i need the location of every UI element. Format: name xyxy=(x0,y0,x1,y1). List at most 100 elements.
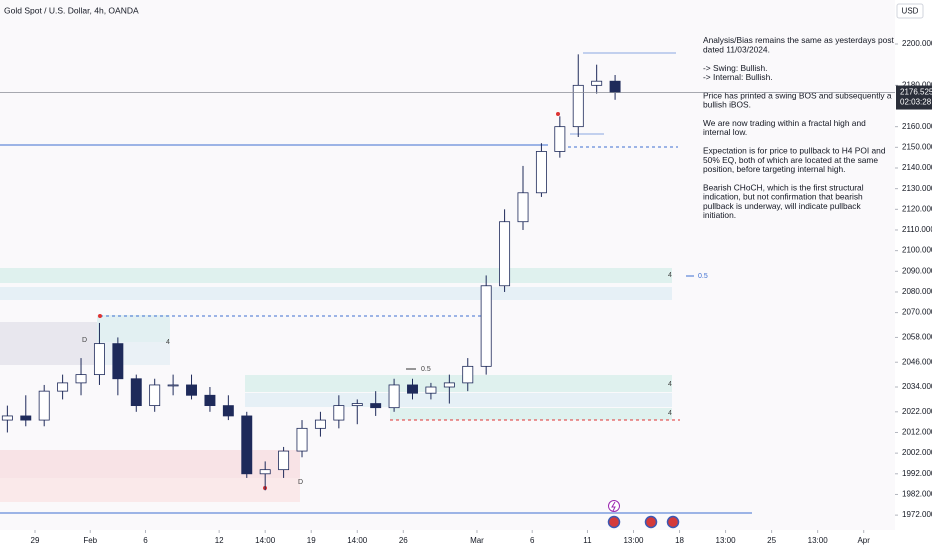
zone xyxy=(0,322,97,365)
zone xyxy=(97,342,170,365)
candle-body xyxy=(57,382,69,392)
y-tick-label: 2058.000 xyxy=(902,333,932,342)
candle-body xyxy=(186,384,197,396)
y-tick-label: 1972.000 xyxy=(902,510,932,519)
candle-body xyxy=(609,80,621,93)
event-flag[interactable] xyxy=(666,515,680,529)
x-tick-label: Apr xyxy=(857,536,870,545)
y-tick-label: 2022.000 xyxy=(902,407,932,416)
candle-body xyxy=(314,419,326,429)
x-tick-label: 18 xyxy=(675,536,684,545)
note-line: Analysis/Bias remains the same as yester… xyxy=(703,35,895,45)
currency-button[interactable] xyxy=(896,3,924,19)
last-price-label: 2176.525 xyxy=(900,88,932,97)
x-tick-label: 13:00 xyxy=(623,536,644,545)
candle-body xyxy=(149,384,161,407)
event-icon[interactable] xyxy=(608,500,620,512)
note-line: -> Swing: Bullish. xyxy=(703,63,767,73)
note-line: Expectation is for price to pullback to … xyxy=(703,146,886,156)
y-tick-label: 2100.000 xyxy=(902,246,932,255)
candle-body xyxy=(296,427,308,452)
zone xyxy=(390,408,672,420)
note-line: We are now trading within a fractal high… xyxy=(703,118,866,128)
drawings xyxy=(0,52,752,514)
x-tick-label: 29 xyxy=(31,536,40,545)
y-tick-label: 2002.000 xyxy=(902,448,932,457)
note-line: -> Internal: Bullish. xyxy=(703,72,773,82)
event-icon xyxy=(611,501,616,512)
candle-body xyxy=(333,405,345,421)
candle-body xyxy=(407,384,418,394)
candle-body xyxy=(167,384,179,387)
y-tick-label: 2080.000 xyxy=(902,287,932,296)
candle-body xyxy=(112,343,124,380)
candle-body xyxy=(370,403,382,409)
x-tick-label: 26 xyxy=(399,536,408,545)
y-tick-label: 1982.000 xyxy=(902,490,932,499)
annotation: D xyxy=(298,479,303,486)
marker xyxy=(98,314,102,318)
events xyxy=(607,500,680,529)
x-tick-label: 13:00 xyxy=(808,536,829,545)
y-tick-label: 2012.000 xyxy=(902,428,932,437)
candle-body xyxy=(351,403,363,407)
candle-body xyxy=(222,405,234,417)
candle-body xyxy=(554,126,566,152)
event-flag[interactable] xyxy=(607,515,621,529)
zone xyxy=(245,375,672,392)
candle-body xyxy=(259,469,271,475)
candle-body xyxy=(241,415,253,475)
note-line: initiation. xyxy=(703,210,736,220)
annotation: 4 xyxy=(668,272,672,279)
note-line: indication, but not confirmation that be… xyxy=(703,192,863,202)
zone xyxy=(0,450,300,478)
note-line: 50% EQ, both of which are located at the… xyxy=(703,155,878,165)
x-tick-label: 13:00 xyxy=(716,536,737,545)
note-line: Price has printed a swing BOS and subseq… xyxy=(703,90,892,100)
candle-body xyxy=(462,365,474,384)
x-tick-label: 11 xyxy=(583,536,592,545)
y-tick-label: 2090.000 xyxy=(902,266,932,275)
x-tick-label: Feb xyxy=(83,536,97,545)
zone xyxy=(245,393,672,407)
x-tick-label: 25 xyxy=(767,536,776,545)
note: Analysis/Bias remains the same as yester… xyxy=(703,35,895,220)
y-tick-label: 2150.000 xyxy=(902,142,932,151)
x-tick-label: 14:00 xyxy=(347,536,368,545)
annotation: 4 xyxy=(166,339,170,346)
y-tick-label: 2046.000 xyxy=(902,357,932,366)
y-tick-label: 2140.000 xyxy=(902,163,932,172)
note-line: internal low. xyxy=(703,127,747,137)
candle-body xyxy=(517,192,529,223)
note-line: bullish iBOS. xyxy=(703,100,751,110)
y-tick-label: 2070.000 xyxy=(902,308,932,317)
candle-body xyxy=(480,285,492,367)
y-tick-label: 1992.000 xyxy=(902,469,932,478)
x-tick-label: 6 xyxy=(143,536,148,545)
note-line: position, before targeting internal high… xyxy=(703,164,845,174)
candle-body xyxy=(204,394,216,407)
candle-body xyxy=(130,378,142,407)
y-tick-label: 2160.000 xyxy=(902,122,932,131)
last-price-box xyxy=(896,85,932,110)
plot-bg xyxy=(0,0,895,530)
currency[interactable]: USD xyxy=(902,7,919,16)
annotation: 4 xyxy=(668,381,672,388)
annotation: 0.5 xyxy=(421,366,431,373)
y-tick-label: 2120.000 xyxy=(902,204,932,213)
note-line: dated 11/03/2024. xyxy=(703,44,770,54)
candle-body xyxy=(425,386,437,394)
candle-body xyxy=(388,384,400,409)
candle-body xyxy=(20,415,32,421)
time-axis xyxy=(0,530,895,550)
event-flag[interactable] xyxy=(644,515,658,529)
candle-body xyxy=(572,84,584,128)
zone xyxy=(0,478,300,502)
zone xyxy=(0,268,672,283)
candle-body xyxy=(1,415,13,421)
annotation: 4 xyxy=(668,410,672,417)
candle-body xyxy=(443,382,455,388)
candle-body xyxy=(38,390,50,421)
zone xyxy=(97,315,170,342)
